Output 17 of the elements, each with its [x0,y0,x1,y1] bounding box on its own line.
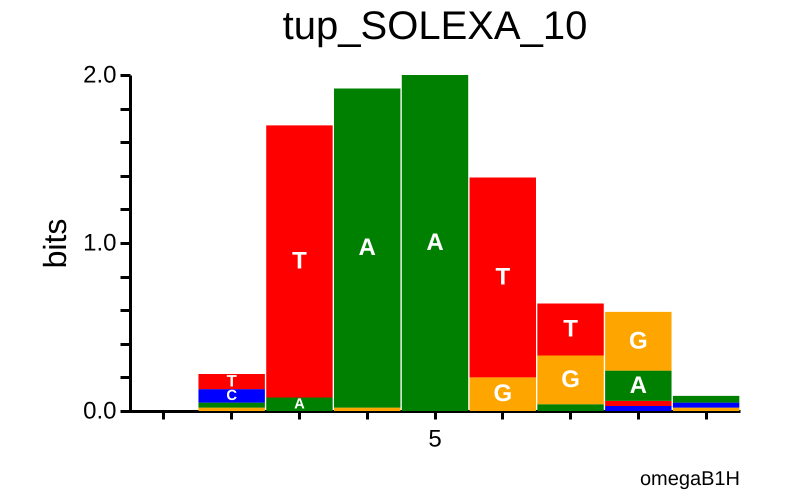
y-tick-label: 0.0 [83,398,116,424]
text: A [294,396,305,412]
text: A [358,234,376,262]
text: G [561,366,580,393]
text: T [495,263,510,290]
text: omegaB1H [640,468,740,490]
text: T [292,247,307,274]
y-tick-label: 2.0 [83,62,116,88]
chart-title: tup_SOLEXA_10 [282,4,588,48]
text: G [628,327,648,354]
series-label: G [493,380,512,408]
y-axis-title: bits [37,218,74,268]
text: T [563,316,578,343]
x-tick-label: 5 [428,426,442,452]
text: A [426,229,444,256]
series-label: A [630,372,648,399]
y-tick-label: 1.0 [83,230,116,256]
